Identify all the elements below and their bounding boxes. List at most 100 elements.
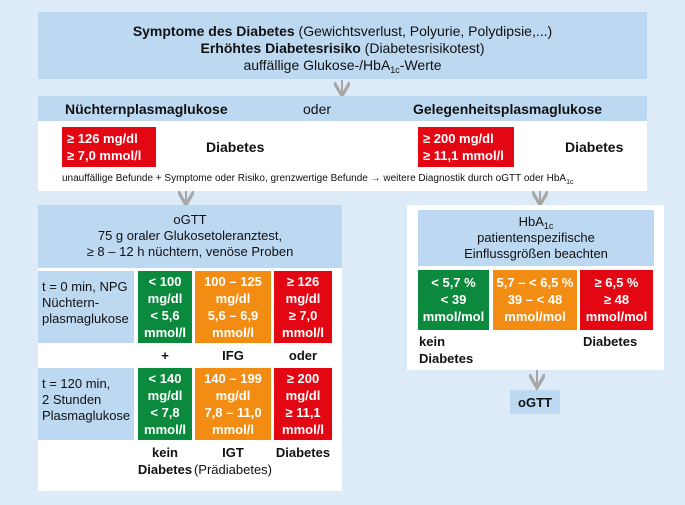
row2-normal-mgdl-unit: mg/dl <box>147 388 183 403</box>
hba1c-diabetes-percent: ≥ 6,5 % <box>594 275 639 290</box>
risk-title: Erhöhtes Diabetesrisiko <box>200 40 361 56</box>
row1-diabetes-mmol-value: ≥ 7,0 <box>288 308 318 323</box>
hba1c-diabetes-value: ≥ 48 <box>603 292 630 307</box>
or-label: oder <box>303 101 332 117</box>
row1-normal-mgdl-unit: mg/dl <box>147 291 183 306</box>
hba1c-no-diabetes-line2: Diabetes <box>419 351 474 366</box>
ogtt-title: oGTT <box>173 212 207 227</box>
hba1c-header: HbA1c patientenspezifische Einflussgröße… <box>418 210 654 266</box>
risk-detail: (Diabetesrisikotest) <box>360 40 485 56</box>
row2-normal-mgdl-value: < 140 <box>148 371 182 386</box>
further-diagnostics-note: unauffällige Befunde + Symptome oder Ris… <box>62 172 642 186</box>
row1-ifg-mgdl-value: 100 – 125 <box>204 274 262 289</box>
row1-normal-mgdl-value: < 100 <box>148 274 182 289</box>
hba1c-intermediate-value: 39 – < 48 <box>507 292 563 307</box>
abnormal-values-suffix: -Werte <box>399 57 442 73</box>
row2-normal-mmol-value: < 7,8 <box>150 405 180 420</box>
hba1c-normal: < 5,7 % < 39 mmol/mol <box>418 270 489 330</box>
row2-diabetes-mgdl-value: ≥ 200 <box>286 371 320 386</box>
ogtt-conditions: ≥ 8 – 12 h nüchtern, venöse Proben <box>86 244 294 259</box>
igt-label: IGT (Prädiabetes) <box>190 444 276 478</box>
fasting-threshold-mgdl: ≥ 126 mg/dl <box>67 131 138 146</box>
fasting-diabetes-result: Diabetes <box>206 139 265 155</box>
ogtt-row2-normal: < 140 mg/dl < 7,8 mmol/l <box>138 368 192 440</box>
ogtt-header: oGTT 75 g oraler Glukosetoleranztest, ≥ … <box>38 205 342 268</box>
symptoms-line: Symptome des Diabetes (Gewichtsverlust, … <box>38 23 647 40</box>
diabetes-label: Diabetes <box>275 445 331 460</box>
screening-header-bar <box>38 96 647 121</box>
row1-normal-mmol-unit: mmol/l <box>144 325 186 340</box>
hba1c-subscript: 1c <box>390 65 400 75</box>
row1-diabetes-mgdl-unit: mg/dl <box>285 291 321 306</box>
row2-normal-mmol-unit: mmol/l <box>144 422 186 437</box>
note-subscript: 1c <box>566 179 574 186</box>
row2-label-line2: 2 Stunden <box>42 392 102 407</box>
row1-label-line3: plasmaglukose <box>42 311 129 326</box>
row1-normal-mmol-value: < 5,6 <box>150 308 180 323</box>
hba1c-description: patientenspezifische <box>477 230 595 245</box>
hba1c-normal-unit: mmol/mol <box>422 309 485 324</box>
ogtt-row2-igt: 140 – 199 mg/dl 7,8 – 11,0 mmol/l <box>195 368 271 440</box>
hba1c-note: Einflussgrößen beachten <box>464 246 608 261</box>
hba1c-diabetes-unit: mmol/mol <box>585 309 648 324</box>
row2-igt-mgdl-unit: mg/dl <box>215 388 251 403</box>
igt-line1: IGT <box>222 445 244 460</box>
hba1c-no-diabetes-label: kein Diabetes <box>419 333 473 367</box>
hba1c-no-diabetes-line1: kein <box>419 334 446 349</box>
further-diagnostics-text: unauffällige Befunde + Symptome oder Ris… <box>62 173 567 184</box>
hba1c-diabetes-label: Diabetes <box>583 334 638 349</box>
hba1c-intermediate: 5,7 – < 6,5 % 39 – < 48 mmol/mol <box>493 270 577 330</box>
random-diabetes-result: Diabetes <box>565 139 624 155</box>
ogtt-row1-label: t = 0 min, NPG Nüchtern- plasmaglukose <box>38 271 134 343</box>
row1-diabetes-mgdl-value: ≥ 126 <box>286 274 320 289</box>
ogtt-description: 75 g oraler Glukosetoleranztest, <box>97 228 283 243</box>
row2-label-line3: Plasmaglukose <box>42 408 131 423</box>
risk-line: Erhöhtes Diabetesrisiko (Diabetesrisikot… <box>38 40 647 57</box>
row1-label-line1: t = 0 min, NPG <box>42 279 128 294</box>
plus-label: + <box>161 348 169 363</box>
row1-ifg-mmol-unit: mmol/l <box>212 325 254 340</box>
hba1c-title-text: HbA <box>518 214 544 229</box>
row1-ifg-mmol-value: 5,6 – 6,9 <box>207 308 259 323</box>
abnormal-values-text: auffällige Glukose-/HbA <box>243 57 391 73</box>
row2-diabetes-mmol-value: ≥ 11,1 <box>285 405 321 420</box>
hba1c-normal-value: < 39 <box>440 292 467 307</box>
fasting-glucose-heading: Nüchternplasmaglukose <box>65 101 228 117</box>
row1-label-line2: Nüchtern- <box>42 295 100 310</box>
fasting-threshold-box: ≥ 126 mg/dl ≥ 7,0 mmol/l <box>62 127 156 167</box>
hba1c-diabetes: ≥ 6,5 % ≥ 48 mmol/mol <box>580 270 653 330</box>
random-threshold-mgdl: ≥ 200 mg/dl <box>423 131 494 146</box>
random-threshold-mmol: ≥ 11,1 mmol/l <box>423 148 504 163</box>
prediabetes-label: (Prädiabetes) <box>193 462 273 477</box>
row1-ifg-mgdl-unit: mg/dl <box>215 291 251 306</box>
ifg-label: IFG <box>222 348 244 363</box>
no-diabetes-line2: Diabetes <box>137 462 193 477</box>
no-diabetes-label: kein Diabetes <box>132 444 198 478</box>
or-connector-label: oder <box>288 348 318 363</box>
hba1c-title-subscript: 1c <box>543 221 554 231</box>
ogtt-row1-normal: < 100 mg/dl < 5,6 mmol/l <box>138 271 192 343</box>
ogtt-row1-ifg: 100 – 125 mg/dl 5,6 – 6,9 mmol/l <box>195 271 271 343</box>
random-glucose-heading: Gelegenheitsplasmaglukose <box>413 101 603 117</box>
fasting-threshold-mmol: ≥ 7,0 mmol/l <box>67 148 142 163</box>
row2-igt-mgdl-value: 140 – 199 <box>204 371 262 386</box>
hba1c-normal-percent: < 5,7 % <box>431 275 476 290</box>
row2-diabetes-mgdl-unit: mg/dl <box>285 388 321 403</box>
ogtt-row1-diabetes: ≥ 126 mg/dl ≥ 7,0 mmol/l <box>274 271 332 343</box>
ogtt-row2-diabetes: ≥ 200 mg/dl ≥ 11,1 mmol/l <box>274 368 332 440</box>
ogtt-row2-label: t = 120 min, 2 Stunden Plasmaglukose <box>38 368 134 440</box>
symptoms-panel: Symptome des Diabetes (Gewichtsverlust, … <box>38 12 647 79</box>
row2-igt-mmol-value: 7,8 – 11,0 <box>204 405 262 420</box>
hba1c-intermediate-percent: 5,7 – < 6,5 % <box>496 275 574 290</box>
row2-label-line1: t = 120 min, <box>42 376 111 391</box>
no-diabetes-line1: kein <box>151 445 178 460</box>
row1-diabetes-mmol-unit: mmol/l <box>282 325 324 340</box>
hba1c-title: HbA1c <box>418 214 654 231</box>
hba1c-intermediate-unit: mmol/mol <box>504 309 566 324</box>
row2-igt-mmol-unit: mmol/l <box>212 422 254 437</box>
symptoms-detail: (Gewichtsverlust, Polyurie, Polydipsie,.… <box>294 23 553 39</box>
symptoms-title: Symptome des Diabetes <box>132 23 295 39</box>
random-threshold-box: ≥ 200 mg/dl ≥ 11,1 mmol/l <box>418 127 514 167</box>
row2-diabetes-mmol-unit: mmol/l <box>282 422 324 437</box>
hba1c-ogtt-box: oGTT <box>510 390 560 414</box>
